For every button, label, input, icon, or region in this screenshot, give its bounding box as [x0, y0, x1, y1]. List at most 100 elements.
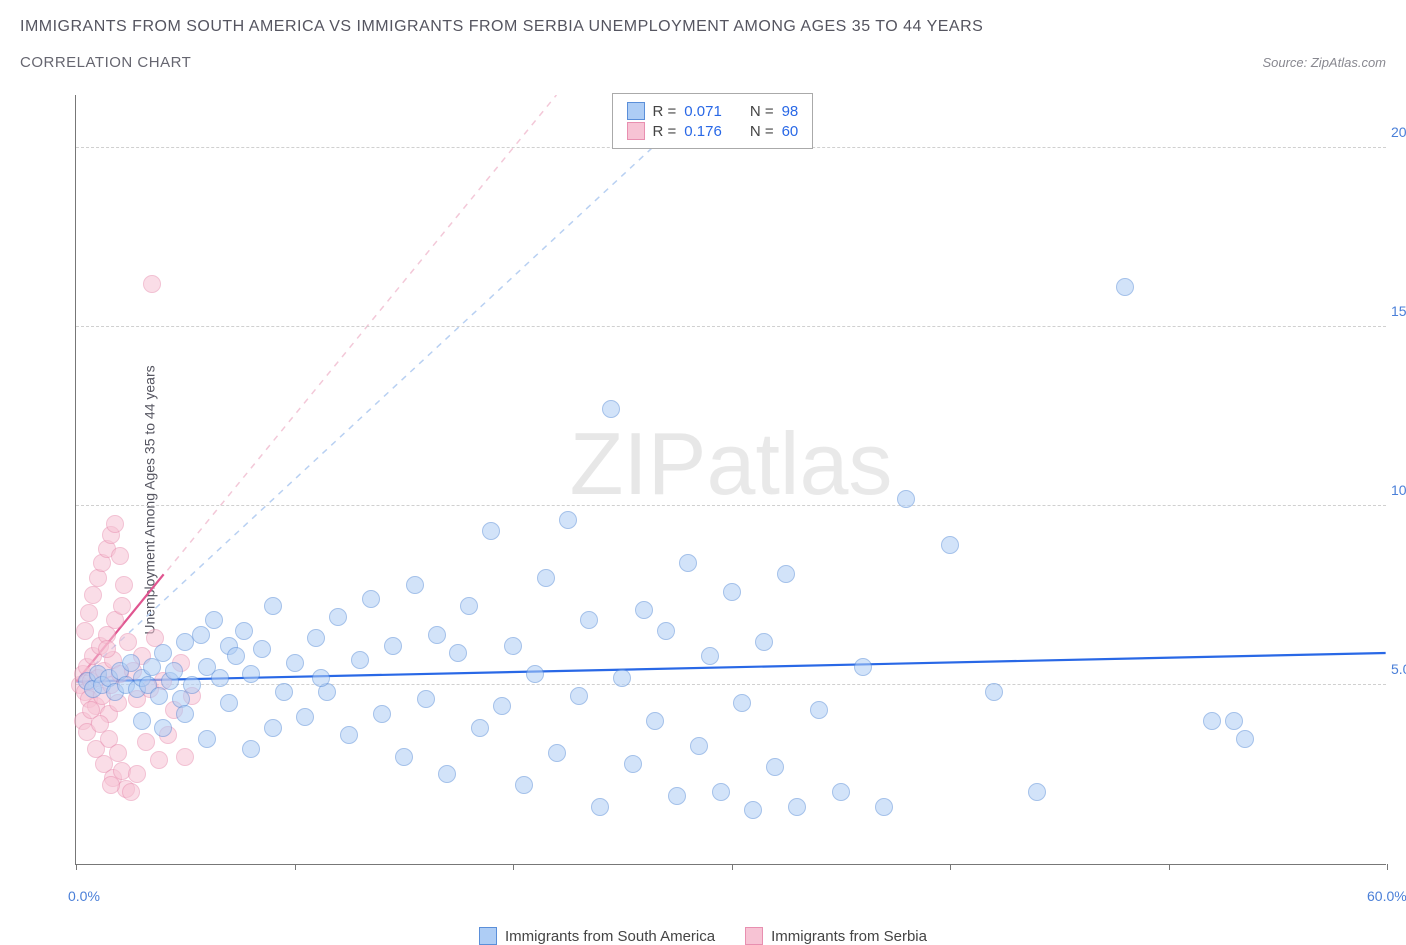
y-tick-label: 10.0%	[1391, 482, 1406, 498]
data-point	[1116, 278, 1134, 296]
data-point	[220, 694, 238, 712]
data-point	[307, 629, 325, 647]
data-point	[176, 705, 194, 723]
data-point	[362, 590, 380, 608]
data-point	[111, 547, 129, 565]
data-point	[941, 536, 959, 554]
x-tick-mark	[295, 864, 296, 870]
stats-n-value: 98	[782, 103, 799, 120]
data-point	[777, 565, 795, 583]
data-point	[133, 712, 151, 730]
data-point	[744, 801, 762, 819]
data-point	[766, 758, 784, 776]
data-point	[109, 744, 127, 762]
watermark-right: atlas	[707, 414, 893, 513]
data-point	[657, 622, 675, 640]
data-point	[119, 633, 137, 651]
data-point	[296, 708, 314, 726]
grid-line	[76, 326, 1386, 327]
x-tick-mark	[950, 864, 951, 870]
y-tick-label: 20.0%	[1391, 124, 1406, 140]
data-point	[106, 515, 124, 533]
data-point	[602, 400, 620, 418]
data-point	[428, 626, 446, 644]
data-point	[128, 765, 146, 783]
source-attribution: Source: ZipAtlas.com	[1262, 55, 1386, 70]
data-point	[417, 690, 435, 708]
data-point	[98, 640, 116, 658]
data-point	[646, 712, 664, 730]
data-point	[712, 783, 730, 801]
watermark-left: ZIP	[570, 414, 707, 513]
data-point	[143, 275, 161, 293]
y-tick-label: 5.0%	[1391, 661, 1406, 677]
data-point	[150, 751, 168, 769]
stats-n-label: N =	[750, 123, 774, 140]
stats-swatch-icon	[627, 102, 645, 120]
data-point	[733, 694, 751, 712]
data-point	[559, 511, 577, 529]
chart-area: Unemployment Among Ages 35 to 44 years Z…	[20, 95, 1386, 905]
data-point	[373, 705, 391, 723]
data-point	[192, 626, 210, 644]
data-point	[211, 669, 229, 687]
data-point	[242, 740, 260, 758]
data-point	[854, 658, 872, 676]
x-tick-mark	[1387, 864, 1388, 870]
data-point	[115, 576, 133, 594]
x-tick-label: 0.0%	[68, 888, 100, 904]
data-point	[183, 676, 201, 694]
y-tick-label: 15.0%	[1391, 303, 1406, 319]
data-point	[537, 569, 555, 587]
stats-r-label: R =	[653, 123, 677, 140]
data-point	[102, 776, 120, 794]
data-point	[80, 604, 98, 622]
data-point	[624, 755, 642, 773]
data-point	[679, 554, 697, 572]
data-point	[504, 637, 522, 655]
data-point	[755, 633, 773, 651]
data-point	[329, 608, 347, 626]
data-point	[198, 730, 216, 748]
data-point	[384, 637, 402, 655]
data-point	[460, 597, 478, 615]
stats-n-label: N =	[750, 103, 774, 120]
data-point	[548, 744, 566, 762]
chart-header: IMMIGRANTS FROM SOUTH AMERICA VS IMMIGRA…	[0, 0, 1406, 71]
data-point	[205, 611, 223, 629]
data-point	[897, 490, 915, 508]
data-point	[242, 665, 260, 683]
data-point	[591, 798, 609, 816]
subtitle-row: CORRELATION CHART Source: ZipAtlas.com	[20, 54, 1386, 71]
x-tick-mark	[732, 864, 733, 870]
legend-label: Immigrants from Serbia	[771, 928, 927, 945]
data-point	[482, 522, 500, 540]
data-point	[526, 665, 544, 683]
data-point	[668, 787, 686, 805]
data-point	[253, 640, 271, 658]
data-point	[76, 622, 94, 640]
chart-title: IMMIGRANTS FROM SOUTH AMERICA VS IMMIGRA…	[20, 18, 1386, 36]
x-tick-mark	[513, 864, 514, 870]
stats-r-label: R =	[653, 103, 677, 120]
data-point	[788, 798, 806, 816]
data-point	[635, 601, 653, 619]
data-point	[875, 798, 893, 816]
data-point	[613, 669, 631, 687]
data-point	[1203, 712, 1221, 730]
stats-box: R =0.071N =98R =0.176N =60	[612, 93, 814, 149]
data-point	[137, 733, 155, 751]
data-point	[227, 647, 245, 665]
data-point	[570, 687, 588, 705]
data-point	[264, 719, 282, 737]
data-point	[690, 737, 708, 755]
chart-subtitle: CORRELATION CHART	[20, 54, 191, 71]
data-point	[351, 651, 369, 669]
data-point	[701, 647, 719, 665]
data-point	[340, 726, 358, 744]
data-point	[122, 783, 140, 801]
stats-n-value: 60	[782, 123, 799, 140]
data-point	[471, 719, 489, 737]
data-point	[264, 597, 282, 615]
x-tick-label: 60.0%	[1367, 888, 1406, 904]
